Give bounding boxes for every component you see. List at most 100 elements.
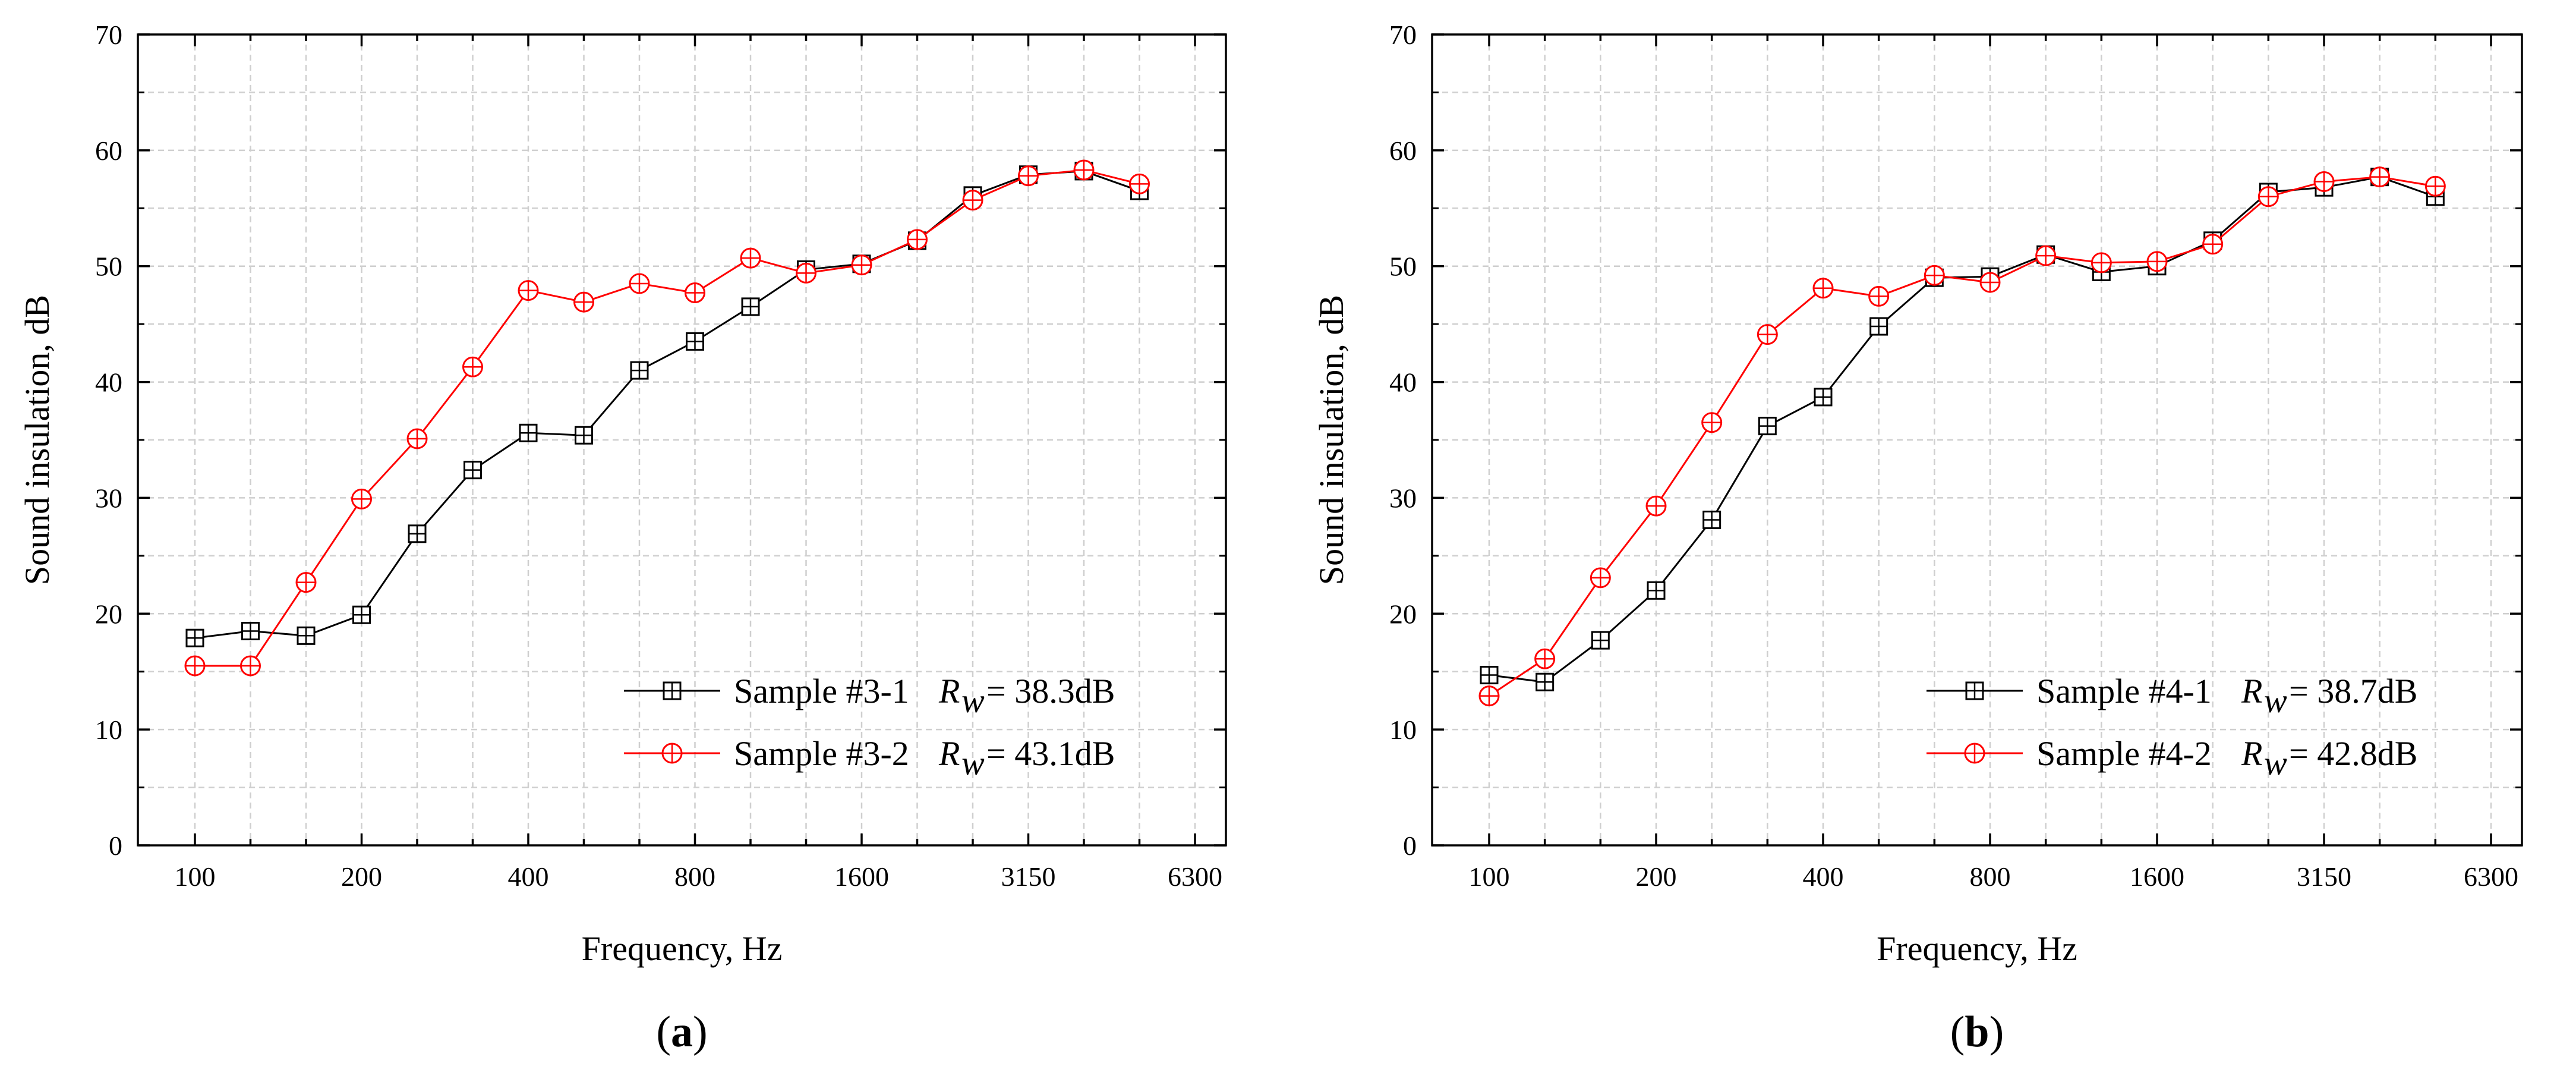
legend-rw-value: = 38.7dB xyxy=(2289,672,2417,710)
data-point xyxy=(1868,285,1890,307)
data-point xyxy=(295,572,317,593)
data-point xyxy=(1535,672,1555,691)
data-point xyxy=(629,273,650,294)
legend-label: Sample #3-2 xyxy=(734,734,909,773)
data-point xyxy=(2146,251,2168,272)
legend-rw-symbol: R xyxy=(938,672,960,710)
data-point xyxy=(2369,166,2391,188)
data-point xyxy=(962,190,983,211)
x-tick-label: 3150 xyxy=(2297,861,2351,892)
data-point xyxy=(2424,175,2446,197)
legend-rw-subscript: w xyxy=(2264,744,2287,782)
data-point xyxy=(2202,234,2224,255)
panel-label-close: ) xyxy=(693,1008,708,1056)
data-point xyxy=(1702,510,1721,529)
data-point xyxy=(686,332,704,351)
data-point xyxy=(907,229,928,250)
data-point xyxy=(184,655,206,677)
data-point xyxy=(1812,278,1834,299)
x-tick-label: 1600 xyxy=(834,861,889,892)
legend-rw-subscript: w xyxy=(961,681,985,720)
legend-rw-value: = 42.8dB xyxy=(2289,734,2417,773)
x-axis-title: Frequency, Hz xyxy=(1877,929,2077,968)
x-tick-label: 400 xyxy=(1803,861,1844,892)
legend-rw-value: = 43.1dB xyxy=(986,734,1115,773)
data-point xyxy=(796,262,816,284)
y-tick-label: 60 xyxy=(95,136,122,166)
data-point xyxy=(740,247,761,269)
data-point xyxy=(1645,495,1667,517)
data-point xyxy=(185,628,204,647)
x-tick-label: 1600 xyxy=(2130,861,2184,892)
data-point xyxy=(1814,388,1833,407)
panel-label-letter: b xyxy=(1965,1008,1989,1056)
legend-marker xyxy=(1964,743,1985,764)
data-point xyxy=(1979,272,2001,293)
data-point xyxy=(240,655,261,677)
series-line-1 xyxy=(194,170,1140,639)
data-point xyxy=(1073,159,1095,181)
data-point xyxy=(1701,412,1723,433)
series-line-2 xyxy=(1489,176,2436,697)
data-point xyxy=(352,605,371,624)
data-point xyxy=(462,356,483,378)
panel-label: (b) xyxy=(1950,1008,2004,1056)
data-point xyxy=(241,622,260,641)
data-point xyxy=(351,488,372,509)
panel-label: (a) xyxy=(656,1008,707,1056)
data-point xyxy=(1757,324,1778,345)
data-point xyxy=(2313,171,2335,192)
legend-rw-value: = 38.3dB xyxy=(986,672,1115,710)
data-point xyxy=(2035,245,2057,266)
data-point xyxy=(1480,666,1499,685)
data-point xyxy=(575,426,593,445)
y-tick-label: 40 xyxy=(1389,367,1417,398)
panel-label-letter: a xyxy=(671,1008,693,1056)
data-point xyxy=(1129,173,1150,194)
data-point xyxy=(1478,685,1500,707)
data-point xyxy=(1018,165,1039,187)
x-tick-label: 400 xyxy=(508,861,549,892)
legend-marker xyxy=(661,743,683,764)
panel-label-close: ) xyxy=(1989,1008,2004,1056)
legend-marker xyxy=(1965,681,1984,700)
y-tick-label: 30 xyxy=(95,483,122,513)
x-tick-label: 200 xyxy=(341,861,382,892)
x-tick-label: 800 xyxy=(674,861,715,892)
data-point xyxy=(685,282,705,304)
legend-label: Sample #4-1 xyxy=(2036,672,2212,710)
data-point xyxy=(408,524,427,543)
data-point xyxy=(297,626,316,645)
legend-rw-symbol: R xyxy=(2241,672,2262,710)
data-point xyxy=(1590,567,1611,589)
x-axis-title: Frequency, Hz xyxy=(582,929,783,968)
data-point xyxy=(2091,252,2112,273)
x-tick-label: 200 xyxy=(1636,861,1677,892)
legend-label: Sample #4-2 xyxy=(2036,734,2212,773)
data-point xyxy=(464,461,482,480)
y-tick-label: 70 xyxy=(1389,20,1417,50)
y-tick-label: 30 xyxy=(1389,483,1417,513)
y-tick-label: 10 xyxy=(1389,715,1417,745)
legend-label: Sample #3-1 xyxy=(734,672,909,710)
x-tick-label: 6300 xyxy=(1168,861,1222,892)
data-point xyxy=(1869,317,1888,336)
chart-panel-b: 0 10 20 30 40 50 60 70 100 200 400 800 1600 3150 6300 F… xyxy=(1312,20,2523,1056)
y-axis-title: Sound insulation, dB xyxy=(18,295,56,585)
data-point xyxy=(1924,265,1945,286)
panel-label-open: ( xyxy=(1950,1008,1965,1056)
y-tick-label: 10 xyxy=(95,715,122,745)
y-tick-label: 20 xyxy=(95,599,122,629)
legend-marker xyxy=(663,681,682,700)
y-tick-label: 0 xyxy=(109,831,122,861)
x-tick-label: 100 xyxy=(175,861,216,892)
y-tick-label: 0 xyxy=(1403,831,1417,861)
legend-rw-subscript: w xyxy=(961,744,985,782)
data-point xyxy=(1758,417,1777,436)
series-line-1 xyxy=(1489,176,2436,683)
